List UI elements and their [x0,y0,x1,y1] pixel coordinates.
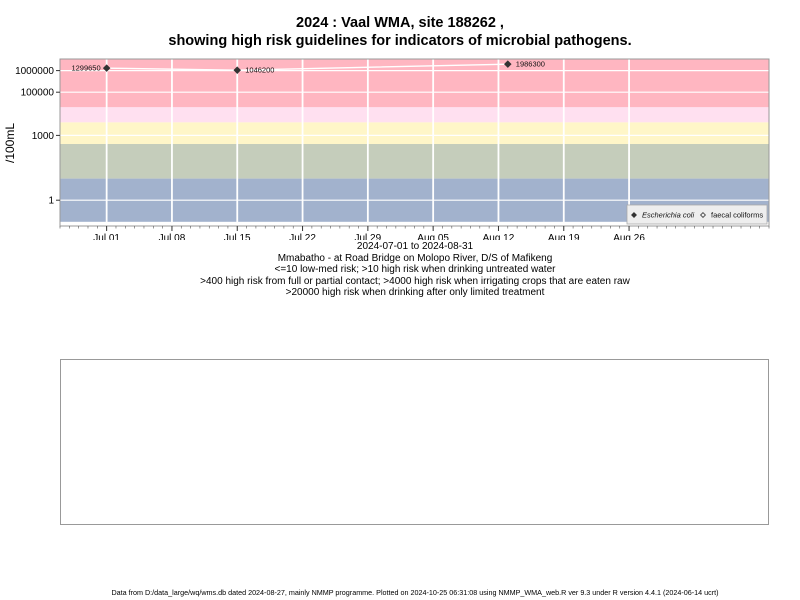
site-description: Mmabatho - at Road Bridge on Molopo Rive… [277,253,553,264]
risk-band-4 [60,143,769,179]
legend-label: faecal coliforms [711,211,763,220]
empty-plot-panel [60,359,769,525]
x-tick-label: Aug 12 [483,233,515,240]
guideline-2: >400 high risk from full or partial cont… [200,276,630,287]
chart-title: 2024 : Vaal WMA, site 188262 , [296,15,504,31]
x-tick-label: Aug 05 [417,233,449,240]
data-label: 1299650 [71,64,100,73]
data-point [504,60,512,68]
y-axis-label: /100mL [3,123,17,163]
legend: Escherichia coli faecal coliforms [626,204,768,225]
date-range: 2024-07-01 to 2024-08-31 [356,241,474,252]
y-tick-label: 1000000 [15,66,54,77]
x-tick-label: Jul 01 [93,233,120,240]
y-tick-label: 1000 [32,131,55,142]
legend-marker [631,212,637,218]
data-label: 1046200 [245,66,274,75]
legend-label: Escherichia coli [642,211,694,220]
risk-band-2 [60,107,769,123]
data-point [102,64,111,72]
legend-marker [700,212,706,218]
y-tick-label: 100000 [21,88,55,99]
x-tick-label: Aug 19 [548,233,580,240]
guideline-1: <=10 low-med risk; >10 high risk when dr… [274,264,556,275]
risk-band-1 [60,59,769,108]
x-tick-label: Jul 15 [224,233,251,240]
x-tick-label: Jul 08 [159,233,186,240]
data-point [233,66,242,74]
legend-box [626,204,768,225]
x-tick-label: Jul 29 [355,233,382,240]
risk-band-3 [60,122,769,144]
main-chart: 1299650 1046200 1986300 1 1000 100000 1000000… [3,58,770,240]
guideline-3: >20000 high risk when drinking after onl… [285,287,545,298]
chart-subtitle: showing high risk guidelines for indicat… [168,33,632,49]
y-tick-label: 1 [48,196,54,207]
x-tick-label: Jul 22 [289,233,316,240]
footer-note: Data from D:/data_large/wq/wms.db dated … [111,588,719,597]
x-tick-label: Aug 26 [613,233,645,240]
data-label: 1986300 [516,60,545,69]
